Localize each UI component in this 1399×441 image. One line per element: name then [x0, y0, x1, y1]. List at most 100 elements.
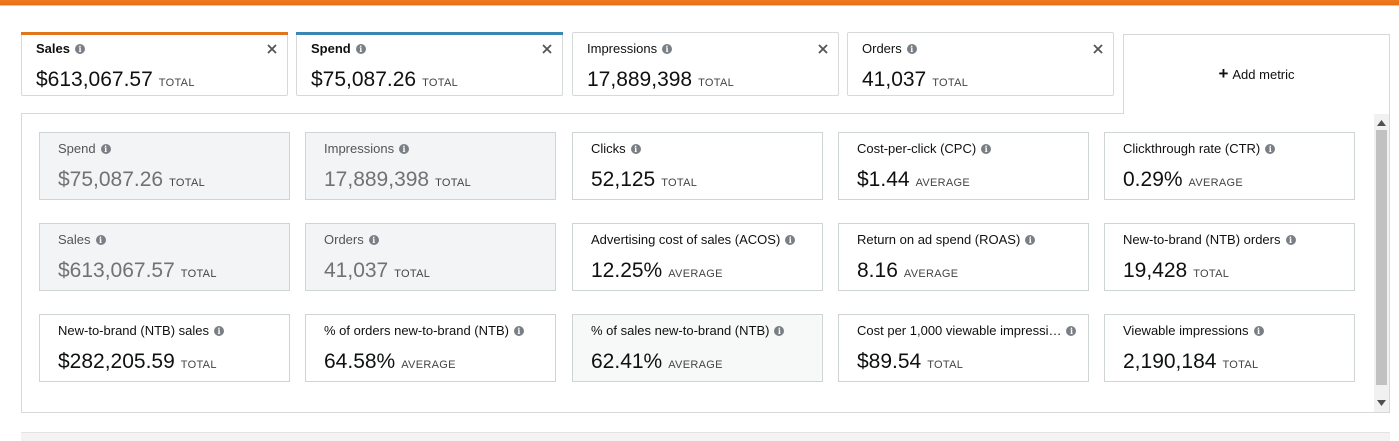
tab-value: $613,067.57: [36, 68, 153, 91]
metric-card-value: 8.16: [857, 259, 898, 282]
tab-label: Impressions: [587, 41, 658, 56]
info-icon[interactable]: i: [1066, 325, 1077, 336]
metric-card[interactable]: New-to-brand (NTB) orders i 19,428 TOTAL: [1104, 223, 1355, 291]
metric-card[interactable]: Impressions i 17,889,398 TOTAL: [305, 132, 556, 200]
tab-label: Spend: [311, 41, 351, 56]
info-icon[interactable]: i: [662, 43, 673, 54]
metric-card-unit: TOTAL: [180, 359, 217, 371]
metric-card-value: $89.54: [857, 350, 922, 373]
close-icon[interactable]: [1091, 42, 1105, 56]
info-icon[interactable]: i: [399, 143, 410, 154]
metric-card-unit: TOTAL: [1222, 359, 1259, 371]
info-icon[interactable]: i: [981, 143, 992, 154]
info-icon[interactable]: i: [1285, 234, 1296, 245]
scrollbar-thumb[interactable]: [1376, 130, 1387, 385]
info-icon[interactable]: i: [630, 143, 641, 154]
info-icon[interactable]: i: [355, 43, 366, 54]
metric-tab-spend[interactable]: Spend i $75,087.26 TOTAL: [296, 32, 563, 96]
scroll-up-arrow-icon[interactable]: [1374, 116, 1389, 130]
vertical-scrollbar[interactable]: [1374, 114, 1389, 412]
plus-icon: +: [1218, 64, 1229, 83]
metric-card-unit: AVERAGE: [903, 268, 959, 280]
metric-card[interactable]: Clicks i 52,125 TOTAL: [572, 132, 823, 200]
metric-card-label: Clicks: [591, 141, 626, 156]
metric-card-label: Impressions: [324, 141, 395, 156]
metric-card-unit: AVERAGE: [401, 359, 456, 371]
close-icon[interactable]: [265, 42, 279, 56]
tab-label: Orders: [862, 41, 902, 56]
bottom-section-edge: [21, 432, 1390, 441]
metric-card-value: $282,205.59: [58, 350, 175, 373]
metric-card-label: Cost-per-click (CPC): [857, 141, 977, 156]
metric-card[interactable]: % of orders new-to-brand (NTB) i 64.58% AVE…: [305, 314, 556, 382]
tab-value: $75,087.26: [311, 68, 417, 91]
tab-accent-bar: [296, 32, 563, 35]
metric-card[interactable]: Viewable impressions i 2,190,184 TOTAL: [1104, 314, 1355, 382]
info-icon[interactable]: i: [774, 325, 785, 336]
metric-card-label: Sales: [58, 232, 91, 247]
metric-card-label: % of sales new-to-brand (NTB): [591, 323, 770, 338]
metric-card-value: 64.58%: [324, 350, 396, 373]
close-icon[interactable]: [816, 42, 830, 56]
info-icon[interactable]: i: [100, 143, 111, 154]
metric-card[interactable]: Cost per 1,000 viewable impressi… i $89.54…: [838, 314, 1089, 382]
metric-card-unit: TOTAL: [394, 268, 431, 280]
tab-unit: TOTAL: [932, 77, 969, 89]
metric-card[interactable]: % of sales new-to-brand (NTB) i 62.41% AVER…: [572, 314, 823, 382]
metric-card-label: New-to-brand (NTB) sales: [58, 323, 209, 338]
metric-card-value: 62.41%: [591, 350, 663, 373]
metric-card-unit: AVERAGE: [915, 177, 971, 189]
info-icon[interactable]: i: [906, 43, 917, 54]
metric-card-label: Spend: [58, 141, 96, 156]
metric-card-label: New-to-brand (NTB) orders: [1123, 232, 1281, 247]
metric-card-value: 41,037: [324, 259, 389, 282]
info-icon[interactable]: i: [1025, 234, 1036, 245]
add-metric-button[interactable]: + Add metric: [1123, 34, 1390, 114]
scroll-down-arrow-icon[interactable]: [1374, 396, 1389, 410]
metric-card-value: 2,190,184: [1123, 350, 1217, 373]
metric-card-value: 12.25%: [591, 259, 663, 282]
close-icon[interactable]: [540, 42, 554, 56]
metric-card[interactable]: Return on ad spend (ROAS) i 8.16 AVERAGE: [838, 223, 1089, 291]
metric-card[interactable]: New-to-brand (NTB) sales i $282,205.59 TOTA…: [39, 314, 290, 382]
tab-value: 17,889,398: [587, 68, 693, 91]
metric-card[interactable]: Sales i $613,067.57 TOTAL: [39, 223, 290, 291]
metric-card-unit: TOTAL: [435, 177, 472, 189]
metric-card[interactable]: Orders i 41,037 TOTAL: [305, 223, 556, 291]
metric-tab-impressions[interactable]: Impressions i 17,889,398 TOTAL: [572, 32, 839, 96]
info-icon[interactable]: i: [785, 234, 796, 245]
metric-card-label: Orders: [324, 232, 364, 247]
info-icon[interactable]: i: [368, 234, 379, 245]
metric-card-unit: TOTAL: [180, 268, 217, 280]
metric-card-value: $75,087.26: [58, 168, 164, 191]
metric-card-value: 52,125: [591, 168, 656, 191]
metric-card[interactable]: Spend i $75,087.26 TOTAL: [39, 132, 290, 200]
metric-card-label: % of orders new-to-brand (NTB): [324, 323, 509, 338]
metric-card[interactable]: Cost-per-click (CPC) i $1.44 AVERAGE: [838, 132, 1089, 200]
metric-card-value: 19,428: [1123, 259, 1188, 282]
tab-unit: TOTAL: [422, 77, 459, 89]
metric-card[interactable]: Clickthrough rate (CTR) i 0.29% AVERAGE: [1104, 132, 1355, 200]
panel-divider: [21, 113, 1124, 114]
info-icon[interactable]: i: [74, 43, 85, 54]
tab-accent-bar: [21, 32, 288, 35]
metric-card-value: 0.29%: [1123, 168, 1183, 191]
metric-card-unit: AVERAGE: [668, 359, 723, 371]
metric-card-label: Advertising cost of sales (ACOS): [591, 232, 781, 247]
tab-value: 41,037: [862, 68, 927, 91]
metric-card-unit: TOTAL: [927, 359, 964, 371]
info-icon[interactable]: i: [513, 325, 524, 336]
info-icon[interactable]: i: [1265, 143, 1276, 154]
tab-unit: TOTAL: [158, 77, 195, 89]
metric-card-label: Return on ad spend (ROAS): [857, 232, 1021, 247]
info-icon[interactable]: i: [214, 325, 224, 336]
metric-card[interactable]: Advertising cost of sales (ACOS) i 12.25% A…: [572, 223, 823, 291]
info-icon[interactable]: i: [1253, 325, 1264, 336]
metric-tab-orders[interactable]: Orders i 41,037 TOTAL: [847, 32, 1114, 96]
metric-card-label: Viewable impressions: [1123, 323, 1249, 338]
metric-tab-sales[interactable]: Sales i $613,067.57 TOTAL: [21, 32, 288, 96]
metric-card-unit: AVERAGE: [668, 268, 723, 280]
info-icon[interactable]: i: [95, 234, 106, 245]
metric-card-value: 17,889,398: [324, 168, 430, 191]
metric-card-unit: TOTAL: [1193, 268, 1230, 280]
